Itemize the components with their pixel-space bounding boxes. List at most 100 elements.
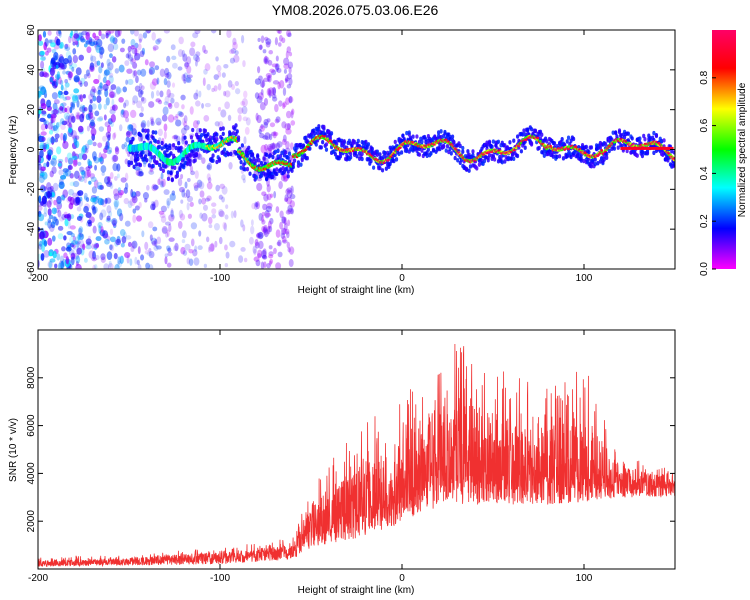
spectrogram-cell (493, 157, 497, 162)
spectrogram-cell (288, 154, 293, 161)
spectrogram-cell (267, 145, 273, 152)
spectrogram-cell (259, 102, 266, 111)
spectrogram-cell (137, 246, 141, 255)
spectrogram-cells (38, 30, 675, 269)
spectrogram-cell (223, 222, 227, 232)
spectrogram-cell (40, 131, 47, 136)
spectrogram-cell (130, 45, 136, 50)
spectrogram-cell (269, 122, 276, 128)
spectrogram-cell (83, 257, 88, 263)
spectrogram-cell (78, 232, 84, 238)
spectrogram-cell (54, 133, 60, 139)
spectrogram-cell (75, 260, 79, 267)
spectrogram-cell (453, 155, 457, 161)
spectrogram-cell (242, 224, 246, 232)
spectrogram-cell (149, 116, 155, 122)
spectrogram-cell (178, 186, 186, 193)
spectrogram-cell (54, 138, 59, 143)
spectrogram-cell (83, 177, 87, 184)
spectrogram-cell (135, 169, 141, 176)
spectrogram-cell (118, 192, 123, 199)
spectrogram-cell (56, 71, 61, 79)
spectrogram-cell (51, 92, 58, 100)
spectrogram-cell (254, 175, 258, 180)
spectrogram-cell (90, 127, 97, 137)
spectrogram-cell (110, 236, 116, 243)
spectrogram-cell (197, 153, 203, 160)
spectrogram-cell (71, 94, 79, 102)
spectrogram-cell (625, 146, 629, 150)
spectrogram-cell (166, 262, 172, 268)
spectrogram-cell (101, 171, 105, 176)
spectrogram-cell (515, 153, 520, 159)
spectrogram-cell (83, 80, 89, 87)
snr-y-label: SNR (10 * v/v) (8, 418, 19, 482)
spectrogram-cell (266, 118, 271, 123)
spectrogram-cell (191, 127, 195, 133)
spectrogram-cell (261, 249, 267, 259)
spectrogram-cell (263, 224, 268, 232)
spectrogram-cell (173, 245, 179, 252)
spectrogram-cell (173, 165, 177, 170)
spectrogram-cell (93, 243, 100, 249)
spectrogram-cell (61, 193, 66, 202)
spectrogram-cell (181, 133, 186, 142)
spectrogram-x-label: Height of straight line (km) (298, 285, 415, 296)
spectrogram-cell (468, 164, 473, 169)
spectrogram-cell (124, 141, 128, 148)
spectrogram-cell (138, 171, 144, 177)
spectrogram-cell (174, 135, 179, 142)
spectrogram-cell (154, 199, 159, 208)
spectrogram-cell (152, 184, 159, 190)
spectrogram-cell (652, 130, 656, 136)
spectrogram-cell (72, 135, 78, 144)
spectrogram-cell (654, 146, 658, 150)
spectrogram-cell (231, 131, 236, 136)
spectrogram-cell (227, 80, 233, 88)
spectrogram-cell (163, 30, 170, 34)
spectrogram-cell (123, 187, 128, 194)
spectrogram-cell (206, 195, 212, 202)
spectrogram-cell (161, 180, 165, 188)
spectrogram-cell (96, 117, 104, 122)
spectrogram-cell (644, 146, 647, 150)
spectrogram-cell (189, 47, 196, 57)
spectrogram-cell (79, 82, 83, 87)
spectrogram-cell (108, 260, 112, 268)
spectrogram-cell (160, 146, 164, 151)
spectrogram-cell (560, 137, 564, 142)
spectrogram-cell (115, 238, 122, 246)
spectrogram-cell (94, 164, 97, 171)
spectrogram-cell (97, 90, 101, 95)
spectrogram-cell (401, 133, 405, 138)
spectrogram-cell (166, 245, 171, 251)
spectrogram-cell (230, 48, 237, 54)
spectrogram-cell (103, 263, 110, 269)
spectrogram-cell (66, 230, 73, 236)
spectrogram-cell (113, 188, 119, 197)
spectrogram-cell (182, 156, 186, 161)
spectrogram-cell (109, 171, 114, 180)
spectrogram-cell (85, 212, 92, 219)
spectrogram-cell (91, 186, 98, 194)
spectrogram-cell (121, 143, 126, 150)
spectrogram-cell (503, 159, 507, 164)
spectrogram-cell (109, 72, 114, 78)
spectrogram-cell (229, 57, 236, 64)
spectrogram-cell (268, 133, 273, 141)
spectrogram-cell (43, 212, 48, 217)
spectrogram-cell (89, 62, 95, 68)
spectrogram-cell (106, 125, 112, 134)
spectrogram-cell (69, 181, 76, 187)
spectrogram-cell (137, 43, 142, 51)
spectrogram-cell (106, 149, 112, 155)
spectrogram-cell (57, 90, 61, 99)
spectrogram-cell (263, 229, 269, 238)
spectrogram-cell (71, 66, 75, 72)
spectrogram-cell (240, 143, 244, 148)
spectrogram-cell (487, 153, 492, 158)
spectrogram-cell (76, 112, 80, 120)
spectrogram-cell (99, 212, 104, 221)
spectrogram-cell (411, 134, 415, 139)
spectrogram-cell (161, 168, 165, 174)
